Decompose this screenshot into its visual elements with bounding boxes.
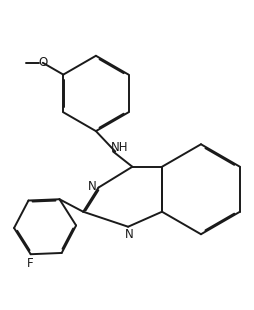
Text: NH: NH bbox=[111, 141, 128, 154]
Text: O: O bbox=[38, 56, 47, 69]
Text: N: N bbox=[88, 180, 97, 193]
Text: F: F bbox=[27, 257, 34, 270]
Text: N: N bbox=[125, 228, 134, 241]
